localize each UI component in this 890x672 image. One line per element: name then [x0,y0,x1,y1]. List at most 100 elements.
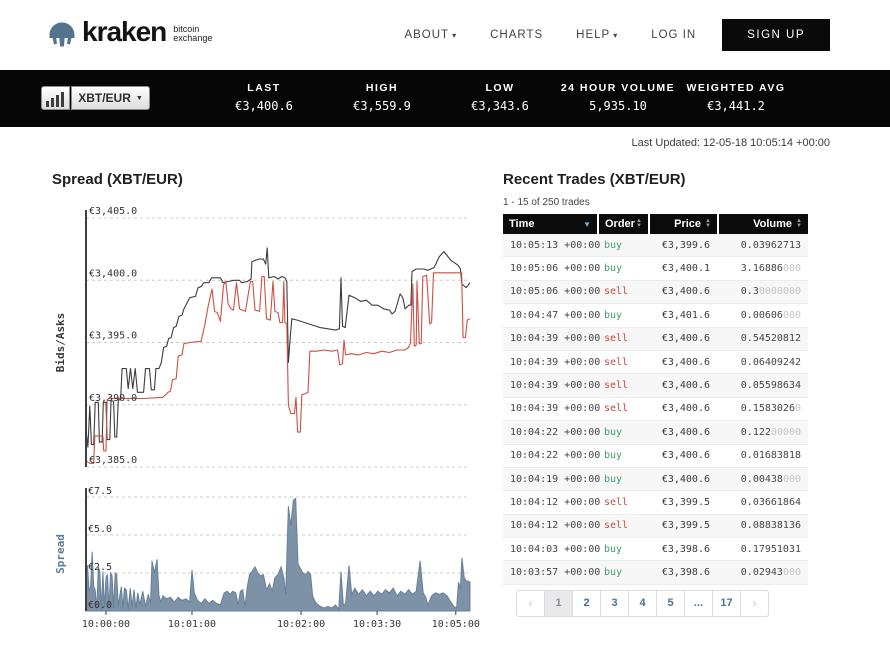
bar-chart-icon [46,91,64,107]
x-tick-label: 10:03:30 [353,619,401,630]
nav-item-charts[interactable]: CHARTS [490,29,543,41]
trade-order: sell [597,351,648,375]
caret-down-icon: ▾ [452,31,458,40]
trade-row: 10:04:22 +00:00 buy €3,400.6 0.12200000 [503,421,808,445]
kraken-logo[interactable]: kraken bitcoin exchange [46,16,212,49]
trade-volume-main: 0.03962713 [740,239,801,251]
tagline-line1: bitcoin [173,24,200,34]
pair-label: XBT/EUR [78,91,131,105]
spread-chart: €3,405.0 €3,400.0 €3,395.0 €3,390.0 €3,385.0… [54,206,480,630]
ticker-stat-label: HIGH [365,82,399,94]
trade-order: sell [597,281,648,305]
pagination-page-1[interactable]: 1 [544,589,573,617]
pair-select-dropdown[interactable]: XBT/EUR ▼ [71,86,150,110]
ticker-stat-value: €3,441.2 [707,99,765,113]
trade-volume: 0.08838136 [717,515,808,539]
trade-order: sell [597,328,648,351]
sign-up-button[interactable]: SIGN UP [722,19,830,51]
trade-time: 10:04:39 +00:00 [503,374,600,398]
trade-time: 10:04:22 +00:00 [503,445,600,468]
trade-volume: 0.03962713 [717,234,808,258]
pagination-next-button[interactable]: › [740,589,769,617]
column-header-time[interactable]: Time ▼ [503,214,597,234]
spread-chart-title: Spread (XBT/EUR) [52,171,183,188]
trade-time: 10:03:57 +00:00 [503,561,600,585]
trade-volume: 0.06409242 [717,351,808,375]
trade-price: €3,399.6 [648,234,717,258]
trade-row: 10:04:47 +00:00 buy €3,401.6 0.00606000 [503,304,808,328]
y-tick-label: €0.0 [88,600,112,611]
nav-item-about[interactable]: ABOUT ▾ [404,29,457,41]
trade-time: 10:04:47 +00:00 [503,304,600,328]
column-label: Price [674,218,702,230]
trade-volume-trailing-zeros: 000 [782,263,801,275]
trade-price: €3,400.6 [648,351,717,375]
trade-time: 10:04:39 +00:00 [503,398,600,422]
nav-item-log-in[interactable]: LOG IN [651,29,696,41]
pagination-page-4[interactable]: 4 [628,589,657,617]
trade-row: 10:04:12 +00:00 sell €3,399.5 0.08838136 [503,514,808,539]
x-tick-label: 10:02:00 [277,619,325,630]
trade-price: €3,400.6 [648,281,717,305]
chart-type-button[interactable] [41,86,70,110]
trade-volume-main: 0.54520812 [740,333,801,345]
trade-order: buy [597,257,648,281]
ticker-stat: LOW €3,343.6 [441,70,559,127]
trade-volume-main: 0.1583026 [740,403,795,415]
pagination-prev-button[interactable]: ‹ [516,589,545,617]
ticker-stat: 24 HOUR VOLUME 5,935.10 [559,70,677,127]
brand-wordmark: kraken [82,16,167,47]
column-header-price[interactable]: Price ▲ ▼ [648,214,717,234]
trade-row: 10:03:57 +00:00 buy €3,398.6 0.02943000 [503,561,808,585]
trade-row: 10:04:03 +00:00 buy €3,398.6 0.17951031 [503,538,808,562]
kraken-octopus-icon [49,22,75,47]
ticker-stat-label: LAST [247,82,281,94]
trade-row: 10:04:39 +00:00 sell €3,400.6 0.05598634 [503,374,808,398]
trade-order: buy [597,561,648,585]
trade-order: sell [597,515,648,539]
trade-price: €3,400.6 [648,328,717,351]
trade-time: 10:04:22 +00:00 [503,421,600,445]
x-tick-label: 10:00:00 [82,619,130,630]
sort-both-icon: ▲ ▼ [796,218,802,229]
trade-volume: 0.00438000 [717,468,808,492]
trade-volume-main: 0.17951031 [740,543,801,555]
pagination-page-dotdotdot[interactable]: ... [684,589,713,617]
sort-down-glyph: ▼ [636,223,642,229]
ticker-stat-value: €3,559.9 [353,99,411,113]
trade-price: €3,398.6 [648,538,717,562]
nav-item-help[interactable]: HELP ▾ [576,29,618,41]
column-header-volume[interactable]: Volume ▲ ▼ [717,214,808,234]
trade-time: 10:04:03 +00:00 [503,538,600,562]
column-header-inner: Price ▲ ▼ [656,218,711,230]
spread-axis-label: Spread [54,534,67,574]
ticker-stat-label: LOW [485,82,515,94]
pagination-page-5[interactable]: 5 [656,589,685,617]
pagination-page-17[interactable]: 17 [712,589,741,617]
trade-row: 10:05:13 +00:00 buy €3,399.6 0.03962713 [503,234,808,258]
y-tick-label: €5.0 [88,524,112,535]
pagination-page-3[interactable]: 3 [600,589,629,617]
trade-volume: 0.30000000 [717,281,808,305]
trade-volume-main: 0.3 [740,286,759,298]
trade-volume-main: 0.00438 [740,473,783,485]
trade-order: sell [597,374,648,398]
trades-table: Time ▼ Order ▲ ▼ Price ▲ ▼ Volume ▲ ▼ 10:05:13 +00… [503,214,808,585]
column-header-inner: Time ▼ [509,218,591,230]
ticker-bar: XBT/EUR ▼ LAST €3,400.6 HIGH €3,559.9 LOW €3,… [0,70,890,127]
column-label: Order [605,218,635,230]
sort-desc-icon: ▼ [583,219,591,229]
ticker-stat-value: €3,343.6 [471,99,529,113]
trade-order: buy [597,421,648,445]
sort-up-glyph: ▲ [705,218,711,224]
trade-order: buy [597,304,648,328]
trade-price: €3,399.5 [648,515,717,539]
x-tick-label: 10:01:00 [168,619,216,630]
y-tick-label: €7.5 [88,486,112,497]
pair-controls: XBT/EUR ▼ [41,86,150,110]
pagination-page-2[interactable]: 2 [572,589,601,617]
column-header-order[interactable]: Order ▲ ▼ [597,214,648,234]
bids-line [85,272,471,464]
trade-volume: 0.54520812 [717,328,808,351]
pagination: ‹ 1 2 3 4 5... 17 › [516,589,808,617]
